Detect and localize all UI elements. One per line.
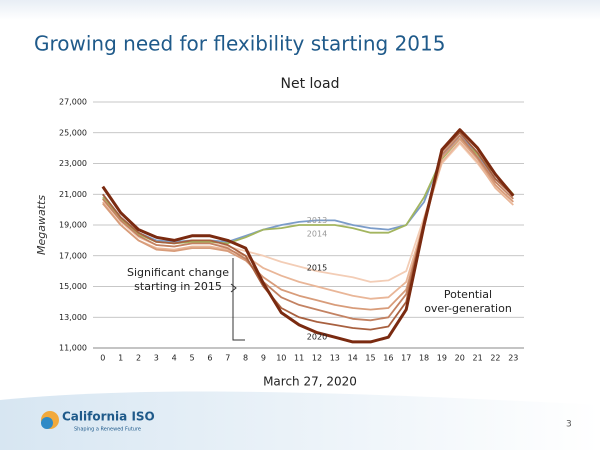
series-line (101, 128, 515, 344)
x-tick-label: 6 (207, 354, 212, 363)
y-tick-label: 21,000 (59, 190, 87, 199)
bracket (232, 258, 245, 341)
y-axis-label: Megawatts (35, 195, 48, 255)
y-tick-label: 17,000 (59, 251, 87, 260)
x-tick-label: 1 (118, 354, 123, 363)
y-tick-label: 13,000 (59, 313, 87, 322)
logo-name: California ISO (62, 410, 155, 424)
series-line (102, 141, 514, 300)
x-tick-label: 13 (330, 354, 340, 363)
annotation: Potential over-generation (424, 288, 512, 315)
x-tick-label: 22 (490, 354, 500, 363)
series-label: 2020 (307, 333, 327, 342)
y-tick-label: 11,000 (59, 344, 87, 353)
page-number: 3 (566, 420, 572, 430)
series-label: 2014 (307, 230, 327, 239)
series-line (102, 142, 514, 283)
series-line (102, 138, 514, 311)
x-tick-label: 11 (294, 354, 304, 363)
annotation: Significant change starting in 2015 (127, 266, 229, 293)
series-label: 2015 (307, 264, 327, 273)
logo-tagline: Shaping a Renewed Future (74, 427, 141, 433)
y-tick-label: 23,000 (59, 159, 87, 168)
x-tick-label: 20 (455, 354, 465, 363)
bracket-tip (230, 283, 237, 293)
chart-title: Net load (281, 76, 340, 92)
footer-swoosh (0, 391, 600, 450)
x-tick-label: 0 (100, 354, 105, 363)
logo-icon (41, 417, 53, 429)
x-tick-label: 10 (276, 354, 286, 363)
x-tick-label: 9 (261, 354, 266, 363)
y-tick-label: 25,000 (59, 128, 87, 137)
x-tick-label: 3 (154, 354, 159, 363)
x-axis-label: March 27, 2020 (263, 375, 357, 389)
x-tick-label: 19 (437, 354, 447, 363)
x-tick-label: 2 (136, 354, 141, 363)
x-tick-label: 18 (419, 354, 429, 363)
x-tick-label: 21 (473, 354, 483, 363)
series-line (102, 134, 514, 322)
series-label: 2013 (307, 216, 327, 225)
y-tick-label: 15,000 (59, 282, 87, 291)
y-tick-label: 19,000 (59, 221, 87, 230)
header-band (0, 0, 600, 20)
plot-area: 11,000 13,000 15,000 17,000 19,000 21,000 23,0… (59, 98, 524, 363)
y-tick-label: 27,000 (59, 98, 87, 107)
x-tick-label: 16 (383, 354, 393, 363)
x-tick-label: 23 (508, 354, 518, 363)
slide-title: Growing need for flexibility starting 20… (34, 32, 445, 56)
x-tick-label: 7 (225, 354, 230, 363)
x-tick-label: 14 (348, 354, 358, 363)
series-line (102, 138, 514, 245)
x-tick-label: 5 (190, 354, 195, 363)
x-tick-label: 15 (365, 354, 375, 363)
x-tick-label: 4 (172, 354, 177, 363)
x-tick-label: 12 (312, 354, 322, 363)
x-tick-label: 8 (243, 354, 248, 363)
x-tick-label: 17 (401, 354, 411, 363)
